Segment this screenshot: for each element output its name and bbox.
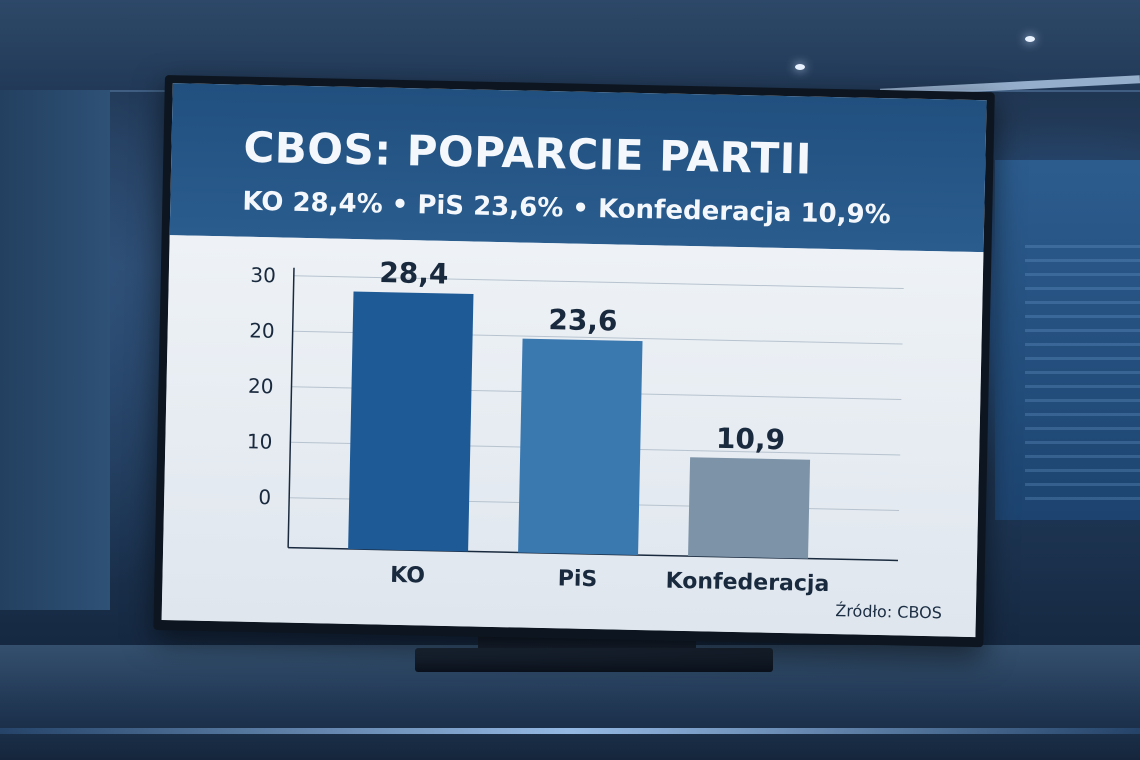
chart-header: CBOS: POPARCIE PARTII KO 28,4% • PiS 23,… xyxy=(169,83,987,253)
gridline xyxy=(293,275,904,290)
ceiling-light xyxy=(795,64,805,70)
chart-source: Źródło: CBOS xyxy=(835,601,943,623)
chart-subtitle: KO 28,4% • PiS 23,6% • Konfederacja 10,9… xyxy=(242,186,892,231)
bar-ko xyxy=(348,291,474,552)
y-tick-label: 20 xyxy=(249,318,275,343)
y-tick-label: 30 xyxy=(250,263,276,288)
studio-pillar xyxy=(0,90,110,610)
chart-area: 0 10 20 20 30 28,4 KO 23,6 PiS 10,9 Konfederacja Ź… xyxy=(161,235,984,638)
tv-stand-base xyxy=(415,648,773,672)
tv-monitor: CBOS: POPARCIE PARTII KO 28,4% • PiS 23,… xyxy=(153,75,995,648)
data-label: 28,4 xyxy=(379,256,449,290)
x-tick-label: Konfederacja xyxy=(665,569,829,597)
x-tick-label: KO xyxy=(390,563,425,589)
y-axis xyxy=(287,267,295,548)
y-tick-label: 0 xyxy=(258,485,271,509)
chart-title: CBOS: POPARCIE PARTII xyxy=(242,122,813,184)
tv-screen: CBOS: POPARCIE PARTII KO 28,4% • PiS 23,… xyxy=(161,83,987,638)
bar-chart: 0 10 20 20 30 28,4 KO 23,6 PiS 10,9 Konfederacja xyxy=(247,256,904,597)
data-label: 23,6 xyxy=(548,303,618,337)
x-tick-label: PiS xyxy=(558,566,598,592)
y-tick-label: 10 xyxy=(247,429,273,454)
data-label: 10,9 xyxy=(716,422,786,456)
studio-window xyxy=(995,160,1140,520)
bar-pis xyxy=(518,338,643,556)
bar-konfederacja xyxy=(688,457,811,559)
desk-light-edge xyxy=(0,728,1140,734)
ceiling-light xyxy=(1025,36,1035,42)
y-tick-label: 20 xyxy=(248,374,274,399)
